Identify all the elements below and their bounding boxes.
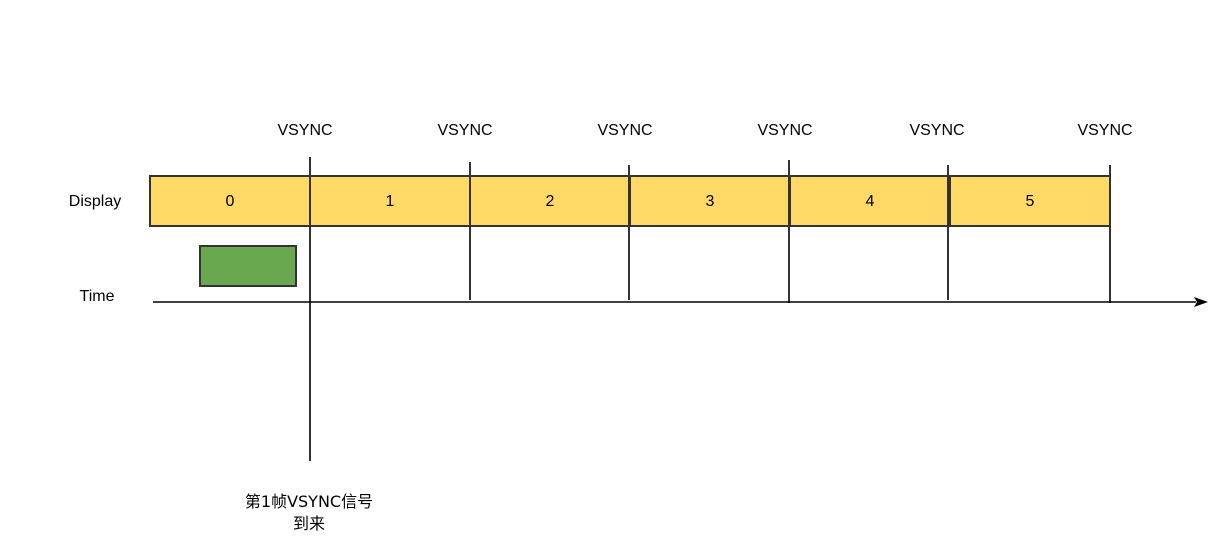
- time-row-label: Time: [80, 288, 115, 305]
- display-frame-4: [789, 175, 951, 227]
- vsync-label-4: VSYNC: [757, 122, 812, 139]
- vsync-label-6: VSYNC: [1077, 122, 1132, 139]
- frame-number-5: 5: [1026, 193, 1035, 210]
- frame-number-0: 0: [226, 193, 235, 210]
- display-frame-1: [309, 175, 471, 227]
- vsync-label-3: VSYNC: [597, 122, 652, 139]
- display-frame-0: [149, 175, 311, 227]
- render-task-block: [199, 245, 297, 287]
- display-row-label: Display: [69, 193, 121, 210]
- display-frame-2: [469, 175, 631, 227]
- vsync-label-2: VSYNC: [437, 122, 492, 139]
- vsync-label-5: VSYNC: [909, 122, 964, 139]
- frame-number-1: 1: [386, 193, 395, 210]
- annotation-line-1: 第1帧VSYNC信号: [245, 492, 373, 511]
- time-axis-arrow-icon: [1194, 297, 1208, 307]
- annotation-line-2: 到来: [293, 514, 325, 533]
- frame-number-4: 4: [866, 193, 875, 210]
- frame-number-3: 3: [706, 193, 715, 210]
- vsync-label-1: VSYNC: [277, 122, 332, 139]
- display-frame-5: [949, 175, 1111, 227]
- frame-number-2: 2: [546, 193, 555, 210]
